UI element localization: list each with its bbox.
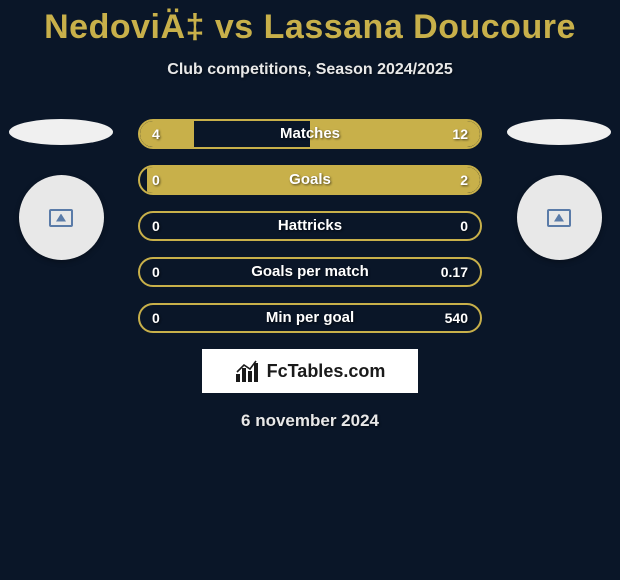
avatar-placeholder-icon [547,209,571,227]
stat-label: Min per goal [266,305,354,331]
stat-value-left: 0 [152,213,160,239]
stat-fill-left [140,121,194,147]
stat-value-right: 540 [445,305,468,331]
avatar-left [19,175,104,260]
player-right-panel [504,119,614,260]
stat-row: 0 Hattricks 0 [138,211,482,241]
brand-text: FcTables.com [267,361,386,382]
stat-row: 0 Min per goal 540 [138,303,482,333]
stat-value-left: 0 [152,167,160,193]
date-label: 6 november 2024 [0,411,620,431]
stat-value-left: 4 [152,121,160,147]
brand-badge: FcTables.com [202,349,418,393]
page-title: NedoviÄ‡ vs Lassana Doucoure [0,0,620,47]
avatar-right [517,175,602,260]
stat-value-right: 12 [452,121,468,147]
brand-bars-icon [235,360,261,382]
avatar-placeholder-icon [49,209,73,227]
stat-value-right: 0 [460,213,468,239]
stat-row: 4 Matches 12 [138,119,482,149]
flag-left [9,119,113,145]
stat-label: Matches [280,121,340,147]
comparison-region: 4 Matches 12 0 Goals 2 0 Hattricks 0 0 Goals per m… [0,119,620,431]
stat-label: Hattricks [278,213,342,239]
player-left-panel [6,119,116,260]
page-subtitle: Club competitions, Season 2024/2025 [0,61,620,79]
stat-row: 0 Goals per match 0.17 [138,257,482,287]
stat-label: Goals per match [251,259,369,285]
stat-value-right: 0.17 [441,259,468,285]
stats-bars: 4 Matches 12 0 Goals 2 0 Hattricks 0 0 Goals per m… [138,119,482,333]
stat-value-left: 0 [152,305,160,331]
stat-value-left: 0 [152,259,160,285]
stat-value-right: 2 [460,167,468,193]
flag-right [507,119,611,145]
stat-label: Goals [289,167,331,193]
stat-row: 0 Goals 2 [138,165,482,195]
